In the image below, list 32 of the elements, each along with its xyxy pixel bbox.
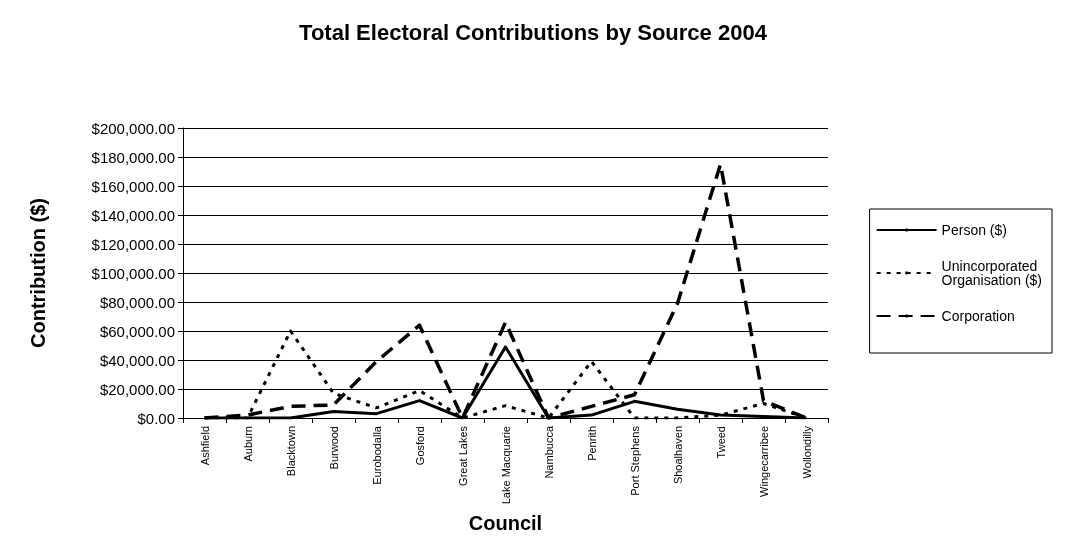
x-tick-label: Penrith	[585, 426, 598, 461]
legend-label: Unincorporated Organisation ($)	[941, 258, 1043, 288]
y-tick-label: $120,000.00	[91, 235, 175, 253]
y-tick-label: $160,000.00	[91, 177, 175, 195]
y-tick-label: $0.00	[137, 409, 175, 427]
x-tick-label: Gosford	[413, 426, 426, 466]
y-tick-label: $20,000.00	[99, 380, 175, 398]
x-tick-label: Wingecarribee	[757, 426, 770, 497]
y-tick-label: $100,000.00	[91, 264, 175, 282]
y-tick-label: $200,000.00	[91, 119, 175, 137]
x-tick-label: Eurobodalla	[370, 425, 383, 485]
x-tick-label: Blacktown	[284, 426, 297, 477]
x-tick-label: Tweed	[714, 426, 727, 459]
y-tick-label: $60,000.00	[99, 322, 175, 340]
chart-title: Total Electoral Contributions by Source 2004	[299, 19, 768, 45]
y-axis-title: Contribution ($)	[27, 198, 49, 348]
y-tick-label: $140,000.00	[91, 206, 175, 224]
x-tick-label: Wollondilly	[800, 425, 813, 479]
x-tick-label: Port Stephens	[628, 425, 641, 496]
x-tick-label: Ashfield	[198, 426, 211, 466]
x-tick-label: Nambucca	[542, 425, 555, 479]
y-tick-label: $80,000.00	[99, 293, 175, 311]
x-tick-label: Burwood	[327, 426, 340, 470]
legend-label: Corporation	[941, 308, 1015, 324]
x-tick-label: Shoalhaven	[671, 426, 684, 485]
y-tick-label: $180,000.00	[91, 148, 175, 166]
legend-label: Person ($)	[941, 222, 1007, 238]
x-tick-label: Auburn	[241, 426, 254, 462]
y-tick-label: $40,000.00	[99, 351, 175, 369]
x-tick-label: Lake Macquarie	[499, 426, 512, 505]
x-axis-title: Council	[468, 512, 543, 534]
x-tick-label: Great Lakes	[456, 425, 469, 486]
